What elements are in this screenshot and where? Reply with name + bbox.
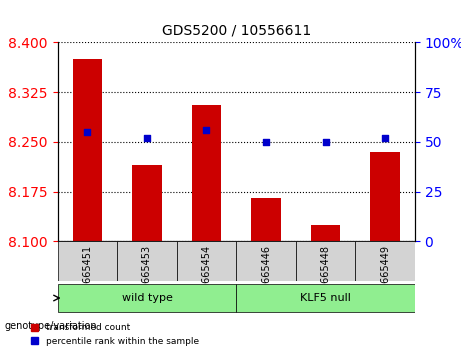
Title: GDS5200 / 10556611: GDS5200 / 10556611: [162, 23, 311, 37]
Bar: [72, 59, 102, 241]
Bar: [370, 152, 400, 241]
Point: [381, 135, 389, 141]
FancyBboxPatch shape: [236, 284, 415, 312]
Point: [143, 135, 151, 141]
FancyBboxPatch shape: [296, 241, 355, 281]
FancyBboxPatch shape: [177, 241, 236, 281]
FancyBboxPatch shape: [355, 241, 415, 281]
Legend: transformed count, percentile rank within the sample: transformed count, percentile rank withi…: [28, 320, 202, 349]
Text: wild type: wild type: [122, 293, 172, 303]
Point: [203, 127, 210, 133]
Bar: [192, 105, 221, 241]
Bar: [311, 225, 341, 241]
Text: GSM665453: GSM665453: [142, 245, 152, 304]
Text: GSM665448: GSM665448: [320, 245, 331, 304]
Text: GSM665451: GSM665451: [83, 245, 92, 304]
Point: [84, 129, 91, 135]
Point: [322, 139, 329, 145]
FancyBboxPatch shape: [58, 241, 117, 281]
FancyBboxPatch shape: [236, 241, 296, 281]
Text: GSM665449: GSM665449: [380, 245, 390, 304]
Point: [262, 139, 270, 145]
Text: KLF5 null: KLF5 null: [300, 293, 351, 303]
Bar: [132, 165, 162, 241]
FancyBboxPatch shape: [117, 241, 177, 281]
Text: GSM665454: GSM665454: [201, 245, 212, 304]
FancyBboxPatch shape: [58, 284, 236, 312]
Text: genotype/variation: genotype/variation: [5, 321, 97, 331]
Text: GSM665446: GSM665446: [261, 245, 271, 304]
Bar: [251, 198, 281, 241]
